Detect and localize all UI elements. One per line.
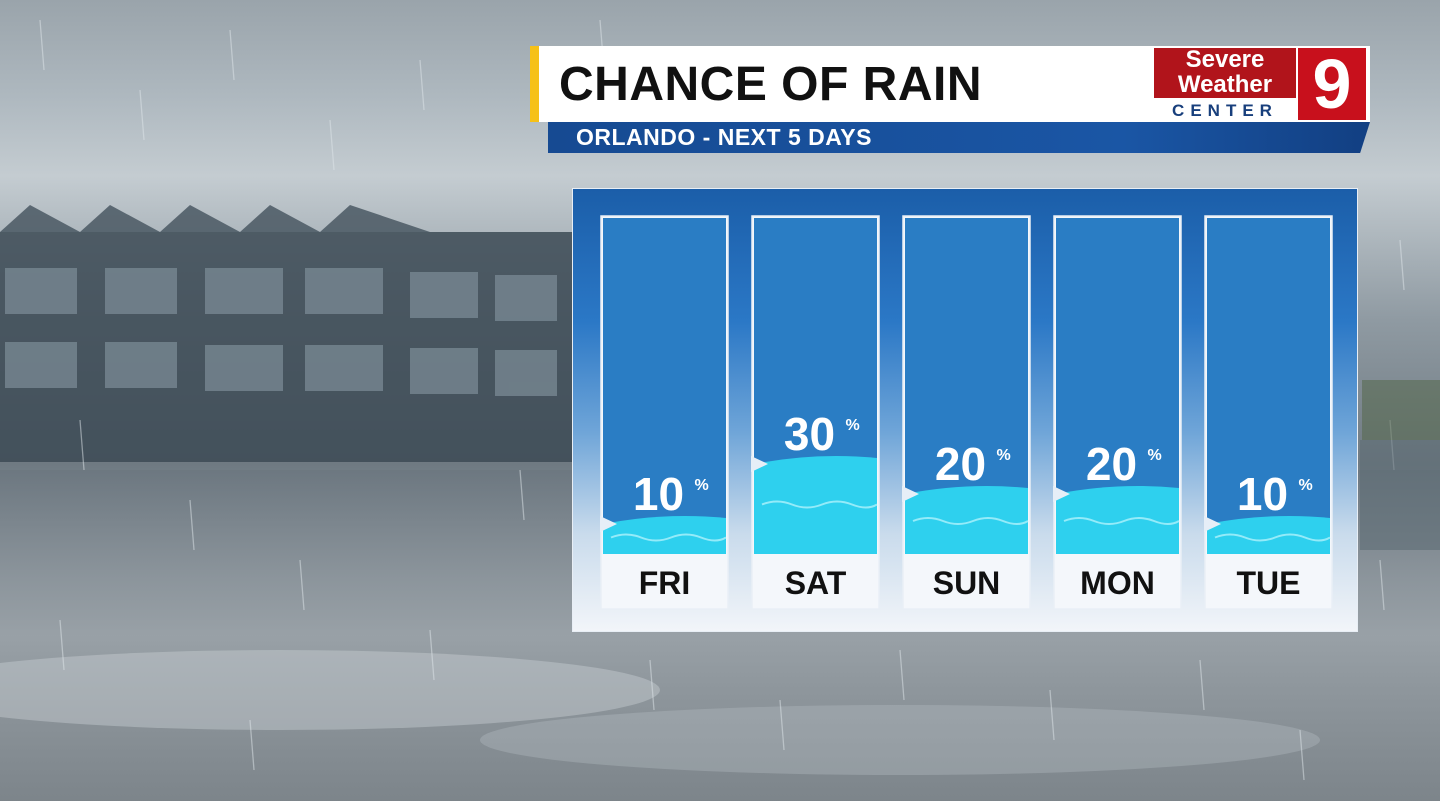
category-label-sat: SAT	[785, 565, 847, 601]
bar-fill	[1207, 516, 1330, 554]
logo-line-weather: Weather	[1177, 71, 1273, 98]
bar-level-marker	[902, 486, 919, 502]
data-label-mon: 20	[1086, 438, 1137, 490]
data-label-unit: %	[997, 447, 1011, 464]
bar-wave	[610, 533, 727, 542]
bar-empty-area	[603, 218, 726, 554]
data-label-unit: %	[1299, 477, 1313, 494]
bar-column-sat: 30 % SAT	[751, 215, 880, 610]
bar-fill	[1056, 486, 1179, 554]
logo-text: Severe Weather	[1154, 47, 1296, 97]
data-label-tue: 10	[1237, 468, 1288, 520]
data-label-unit: %	[1148, 447, 1162, 464]
data-label-unit: %	[846, 417, 860, 434]
category-label-tue: TUE	[1237, 565, 1301, 601]
rain-chance-chart-panel: 10% FRI 30% SAT 20% SUN 20% MON 10% TUE	[572, 188, 1358, 632]
category-label-fri: FRI	[639, 565, 691, 601]
data-label-unit: %	[695, 477, 709, 494]
bar-fill	[603, 516, 726, 554]
bar-column-mon: 20 % MON	[1053, 215, 1182, 610]
chart-subtitle: ORLANDO - NEXT 5 DAYS	[576, 124, 872, 150]
rain-chance-bar-chart: 10 % FRI 30 % SAT 20 % SUN 20 % MON 10 % TUE	[600, 215, 1333, 610]
chart-title: CHANCE OF RAIN	[559, 57, 982, 111]
channel-9-logo: 9	[1298, 48, 1366, 120]
data-label-sat: 30	[784, 408, 835, 460]
bar-wave	[761, 500, 878, 509]
category-label-mon: MON	[1080, 565, 1155, 601]
bar-level-marker	[1204, 516, 1221, 532]
bar-fill	[754, 456, 877, 554]
bar-column-sun: 20 % SUN	[902, 215, 1031, 610]
logo-line-severe: Severe	[1185, 46, 1265, 73]
logo-red-block	[1154, 48, 1296, 98]
bar-wave	[1063, 517, 1180, 525]
bar-level-marker	[1053, 486, 1070, 502]
bar-level-marker	[751, 456, 768, 472]
logo-line-center: CENTER	[1172, 101, 1278, 120]
bar-column-fri: 10 % FRI	[600, 215, 729, 610]
severe-weather-center-logo: Severe Weather CENTER 9	[1150, 46, 1370, 122]
bar-wave	[912, 517, 1029, 525]
chart-subtitle-bar: ORLANDO - NEXT 5 DAYS	[548, 122, 1370, 153]
bar-fill	[905, 486, 1028, 554]
data-label-sun: 20	[935, 438, 986, 490]
bar-level-marker	[600, 516, 617, 532]
chart-title-bar: CHANCE OF RAIN	[530, 46, 1155, 122]
data-label-fri: 10	[633, 468, 684, 520]
bar-column-tue: 10 % TUE	[1204, 215, 1333, 610]
bar-empty-area	[1207, 218, 1330, 554]
category-label-sun: SUN	[933, 565, 1001, 601]
bar-wave	[1214, 533, 1331, 542]
